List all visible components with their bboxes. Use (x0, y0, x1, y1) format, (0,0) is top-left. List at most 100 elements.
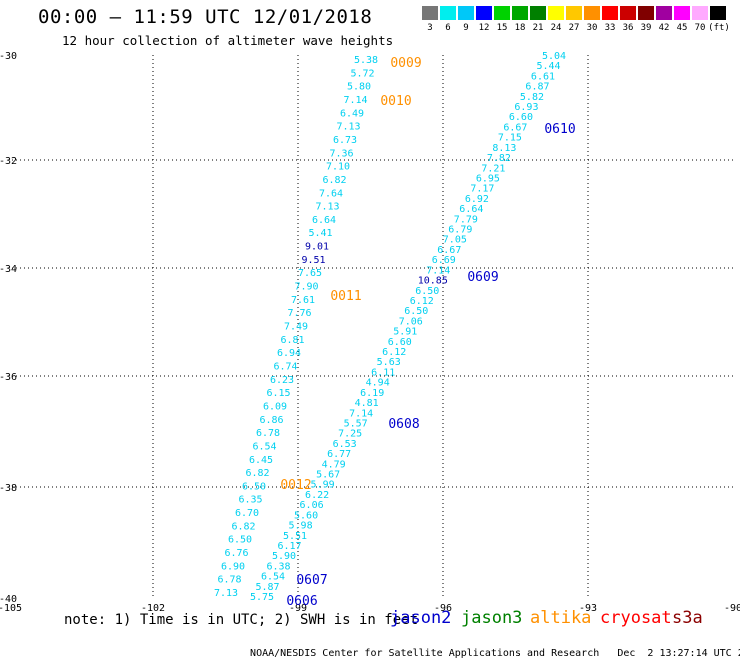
wave-height-value: 6.78 (256, 428, 280, 439)
color-swatch (548, 6, 564, 20)
wave-height-value: 6.92 (465, 194, 489, 205)
wave-height-value: 7.14 (349, 408, 373, 419)
wave-height-value: 6.53 (333, 439, 357, 450)
longitude-tick-label: -93 (579, 603, 597, 614)
legend-s3a: s3a (672, 608, 703, 628)
longitude-tick-label: -96 (434, 603, 452, 614)
latitude-tick-label: -36 (0, 372, 17, 383)
color-swatch (638, 6, 654, 20)
wave-height-value: 5.04 (542, 51, 566, 62)
wave-height-value: 6.67 (437, 245, 461, 256)
wave-height-value: 6.23 (270, 375, 294, 386)
wave-height-value: 7.25 (338, 429, 362, 440)
wave-height-value: 5.80 (347, 82, 371, 93)
wave-height-value: 9.01 (305, 242, 329, 253)
wave-height-value: 5.90 (272, 551, 296, 562)
wave-height-value: 6.54 (252, 441, 276, 452)
color-scale-unit: (ft) (708, 23, 730, 33)
wave-height-value: 6.35 (238, 495, 262, 506)
wave-height-value: 5.98 (289, 521, 313, 532)
color-scale-label: 30 (586, 23, 598, 33)
color-scale-label: 70 (694, 23, 706, 33)
wave-height-value: 6.60 (388, 337, 412, 348)
wave-height-value: 5.91 (393, 327, 417, 338)
pass-time-label: 0011 (330, 289, 361, 304)
color-scale-label: 24 (550, 23, 562, 33)
latitude-tick-label: -32 (0, 156, 17, 167)
wave-height-value: 4.94 (366, 378, 390, 389)
wave-height-value: 7.61 (291, 295, 315, 306)
color-swatch (476, 6, 492, 20)
wave-height-value: 5.72 (350, 68, 374, 79)
wave-height-value: 7.13 (315, 202, 339, 213)
wave-height-value: 6.70 (235, 508, 259, 519)
wave-height-value: 7.17 (470, 184, 494, 195)
color-scale-label: 21 (532, 23, 544, 33)
wave-height-value: 10.85 (418, 276, 448, 287)
wave-height-value: 6.67 (503, 122, 527, 133)
footer-credit: NOAA/NESDIS Center for Satellite Applica… (238, 637, 740, 659)
legend-jason3: jason3 (461, 608, 523, 628)
wave-height-value: 5.51 (283, 531, 307, 542)
pass-time-label: 0608 (388, 417, 419, 432)
wave-height-value: 7.64 (319, 188, 343, 199)
color-swatch (674, 6, 690, 20)
wave-height-value: 9.51 (301, 255, 325, 266)
wave-height-value: 6.93 (514, 102, 538, 113)
wave-height-value: 6.12 (410, 296, 434, 307)
color-swatch (566, 6, 582, 20)
wave-height-value: 6.12 (382, 347, 406, 358)
wave-height-value: 7.14 (426, 265, 450, 276)
wave-height-value: 6.82 (322, 175, 346, 186)
wave-height-value: 5.63 (377, 357, 401, 368)
color-swatch (710, 6, 726, 20)
color-swatch (602, 6, 618, 20)
color-scale-label: 42 (658, 23, 670, 33)
units-note: note: 1) Time is in UTC; 2) SWH is in fe… (64, 612, 419, 628)
wave-height-value: 6.81 (280, 335, 304, 346)
wave-height-value: 6.64 (459, 204, 483, 215)
wave-height-value: 6.11 (371, 367, 395, 378)
wave-height-value: 7.79 (454, 214, 478, 225)
wave-height-value: 5.41 (308, 228, 332, 239)
pass-time-label: 0012 (280, 478, 311, 493)
color-scale-label: 45 (676, 23, 688, 33)
legend-cryosat: cryosat (600, 608, 672, 628)
wave-height-value: 6.54 (261, 572, 285, 583)
wave-height-value: 5.87 (255, 582, 279, 593)
pass-time-label: 0610 (544, 122, 575, 137)
latitude-tick-label: -40 (0, 594, 17, 605)
wave-height-value: 6.15 (266, 388, 290, 399)
wave-height-value: 6.73 (333, 135, 357, 146)
wave-height-value: 5.38 (354, 55, 378, 66)
wave-height-value: 7.65 (298, 268, 322, 279)
color-scale-label: 36 (622, 23, 634, 33)
wave-height-value: 6.78 (217, 575, 241, 586)
wave-height-value: 5.57 (344, 418, 368, 429)
wave-height-value: 6.64 (312, 215, 336, 226)
pass-time-label: 0606 (286, 594, 317, 609)
wave-height-value: 7.21 (481, 163, 505, 174)
wave-height-value: 7.06 (399, 316, 423, 327)
wave-height-value: 5.75 (250, 592, 274, 603)
wave-height-value: 7.13 (336, 122, 360, 133)
legend-jason2: jason2 (390, 608, 452, 628)
wave-height-value: 7.90 (294, 282, 318, 293)
page-subtitle: 12 hour collection of altimeter wave hei… (62, 33, 394, 48)
color-swatch (458, 6, 474, 20)
wave-height-value: 6.90 (221, 561, 245, 572)
wave-height-value: 4.79 (322, 459, 346, 470)
wave-height-value: 5.60 (294, 510, 318, 521)
pass-time-label: 0009 (390, 56, 421, 71)
legend-altika: altika (530, 608, 592, 628)
color-swatch (620, 6, 636, 20)
wave-height-value: 6.17 (278, 541, 302, 552)
wave-height-value: 5.44 (536, 61, 560, 72)
color-swatch (584, 6, 600, 20)
wave-height-value: 6.87 (525, 82, 549, 93)
longitude-tick-label: -90 (724, 603, 740, 614)
wave-height-value: 6.50 (415, 286, 439, 297)
color-scale-label: 33 (604, 23, 616, 33)
wave-height-value: 6.61 (531, 71, 555, 82)
